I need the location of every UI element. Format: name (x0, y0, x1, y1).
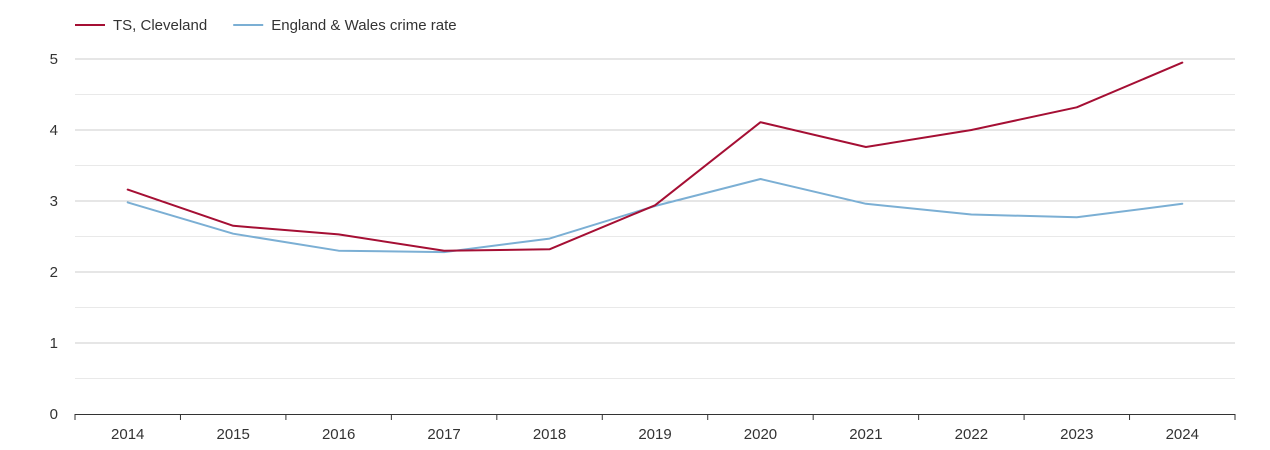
y-tick-label: 0 (50, 406, 58, 423)
legend-item-ts-cleveland[interactable]: TS, Cleveland (75, 17, 207, 34)
y-tick-label: 5 (50, 51, 58, 68)
series-group (126, 61, 1184, 254)
x-tick-label: 2022 (955, 426, 988, 443)
legend-item-england-wales-crime-rate[interactable]: England & Wales crime rate (233, 17, 457, 34)
series-line-england-wales-crime-rate (126, 178, 1184, 254)
x-tick-label: 2024 (1166, 426, 1199, 443)
x-tick-label: 2017 (427, 426, 460, 443)
series-line-ts-cleveland (126, 61, 1184, 252)
x-tick-label: 2020 (744, 426, 777, 443)
x-tick-label: 2021 (849, 426, 882, 443)
y-tick-label: 1 (50, 335, 58, 352)
grid (75, 58, 1235, 379)
y-tick-label: 3 (50, 193, 58, 210)
y-axis: 0 1 2 3 4 5 (50, 51, 58, 423)
x-tick-label: 2023 (1060, 426, 1093, 443)
x-tick-label: 2015 (216, 426, 249, 443)
x-tick-label: 2019 (638, 426, 671, 443)
legend-label: TS, Cleveland (113, 17, 207, 34)
x-tick-label: 2018 (533, 426, 566, 443)
y-tick-label: 4 (50, 122, 58, 139)
legend-label: England & Wales crime rate (271, 17, 456, 34)
x-axis: 2014 2015 2016 2017 2018 2019 2020 2021 2022 2023… (74, 414, 1236, 443)
x-tick-label: 2016 (322, 426, 355, 443)
y-tick-label: 2 (50, 264, 58, 281)
x-tick-label: 2014 (111, 426, 144, 443)
legend: TS, Cleveland England & Wales crime rate (75, 17, 457, 34)
